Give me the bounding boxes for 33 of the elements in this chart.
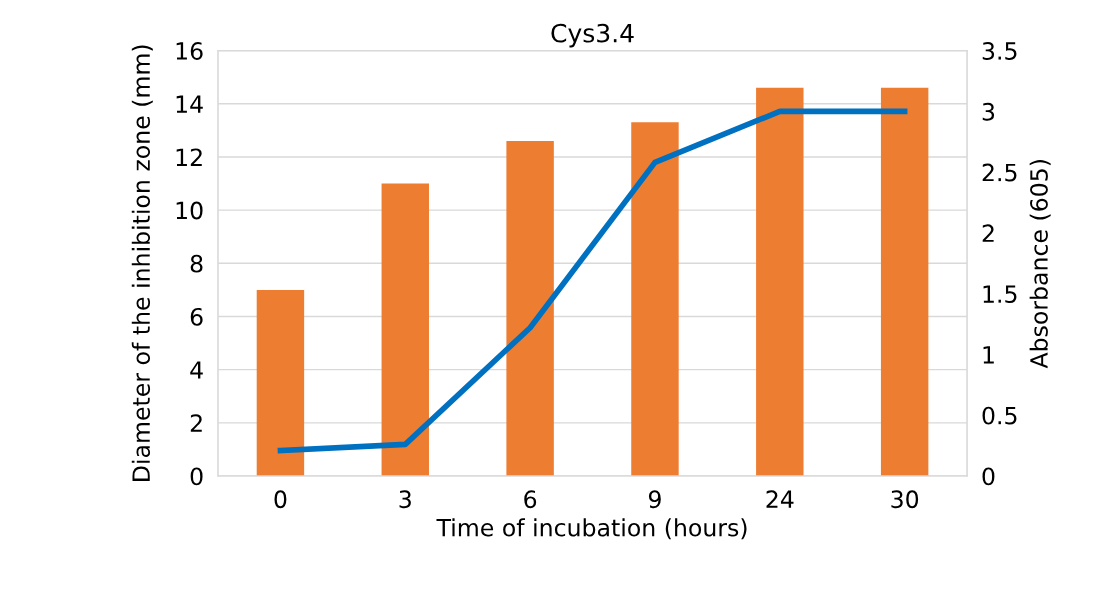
bar xyxy=(381,183,429,476)
y-axis-title: Diameter of the inhibition zone (mm) xyxy=(131,45,153,481)
y2-tick-label: 0 xyxy=(982,467,995,486)
y-tick-label: 16 xyxy=(176,42,203,60)
x-tick-label: 0 xyxy=(274,490,287,509)
x-tick-label: 6 xyxy=(524,490,537,509)
y-tick-label: 12 xyxy=(176,148,202,166)
y-tick-label: 4 xyxy=(190,361,203,379)
x-tick-label: 24 xyxy=(766,490,794,508)
bar xyxy=(880,87,929,476)
y-tick-label: 8 xyxy=(190,254,203,273)
y-tick-label: 14 xyxy=(176,95,203,113)
y2-tick-label: 3.5 xyxy=(982,42,1017,60)
bar xyxy=(631,122,679,476)
x-axis-title: Time of incubation (hours) xyxy=(436,518,747,540)
bar xyxy=(756,87,804,476)
y2-tick-label: 0.5 xyxy=(982,406,1017,425)
y-tick-label: 0 xyxy=(190,467,203,486)
bar xyxy=(506,140,554,476)
x-tick-label: 9 xyxy=(648,490,661,509)
y-tick-label: 10 xyxy=(176,201,203,220)
y-tick-label: 6 xyxy=(190,307,203,326)
y2-tick-label: 2 xyxy=(982,224,994,242)
y-tick-label: 2 xyxy=(190,414,202,432)
y2-tick-label: 3 xyxy=(982,102,995,121)
x-tick-label: 3 xyxy=(399,490,411,509)
x-tick-label: 30 xyxy=(891,490,919,509)
y2-tick-label: 1.5 xyxy=(983,285,1017,303)
y2-tick-label: 1 xyxy=(983,346,994,364)
y2-axis-title: Absorbance (605) xyxy=(1029,160,1051,369)
chart-title: Cys3.4 xyxy=(551,23,634,48)
bar xyxy=(256,289,305,476)
y2-tick-label: 2.5 xyxy=(982,163,1017,182)
